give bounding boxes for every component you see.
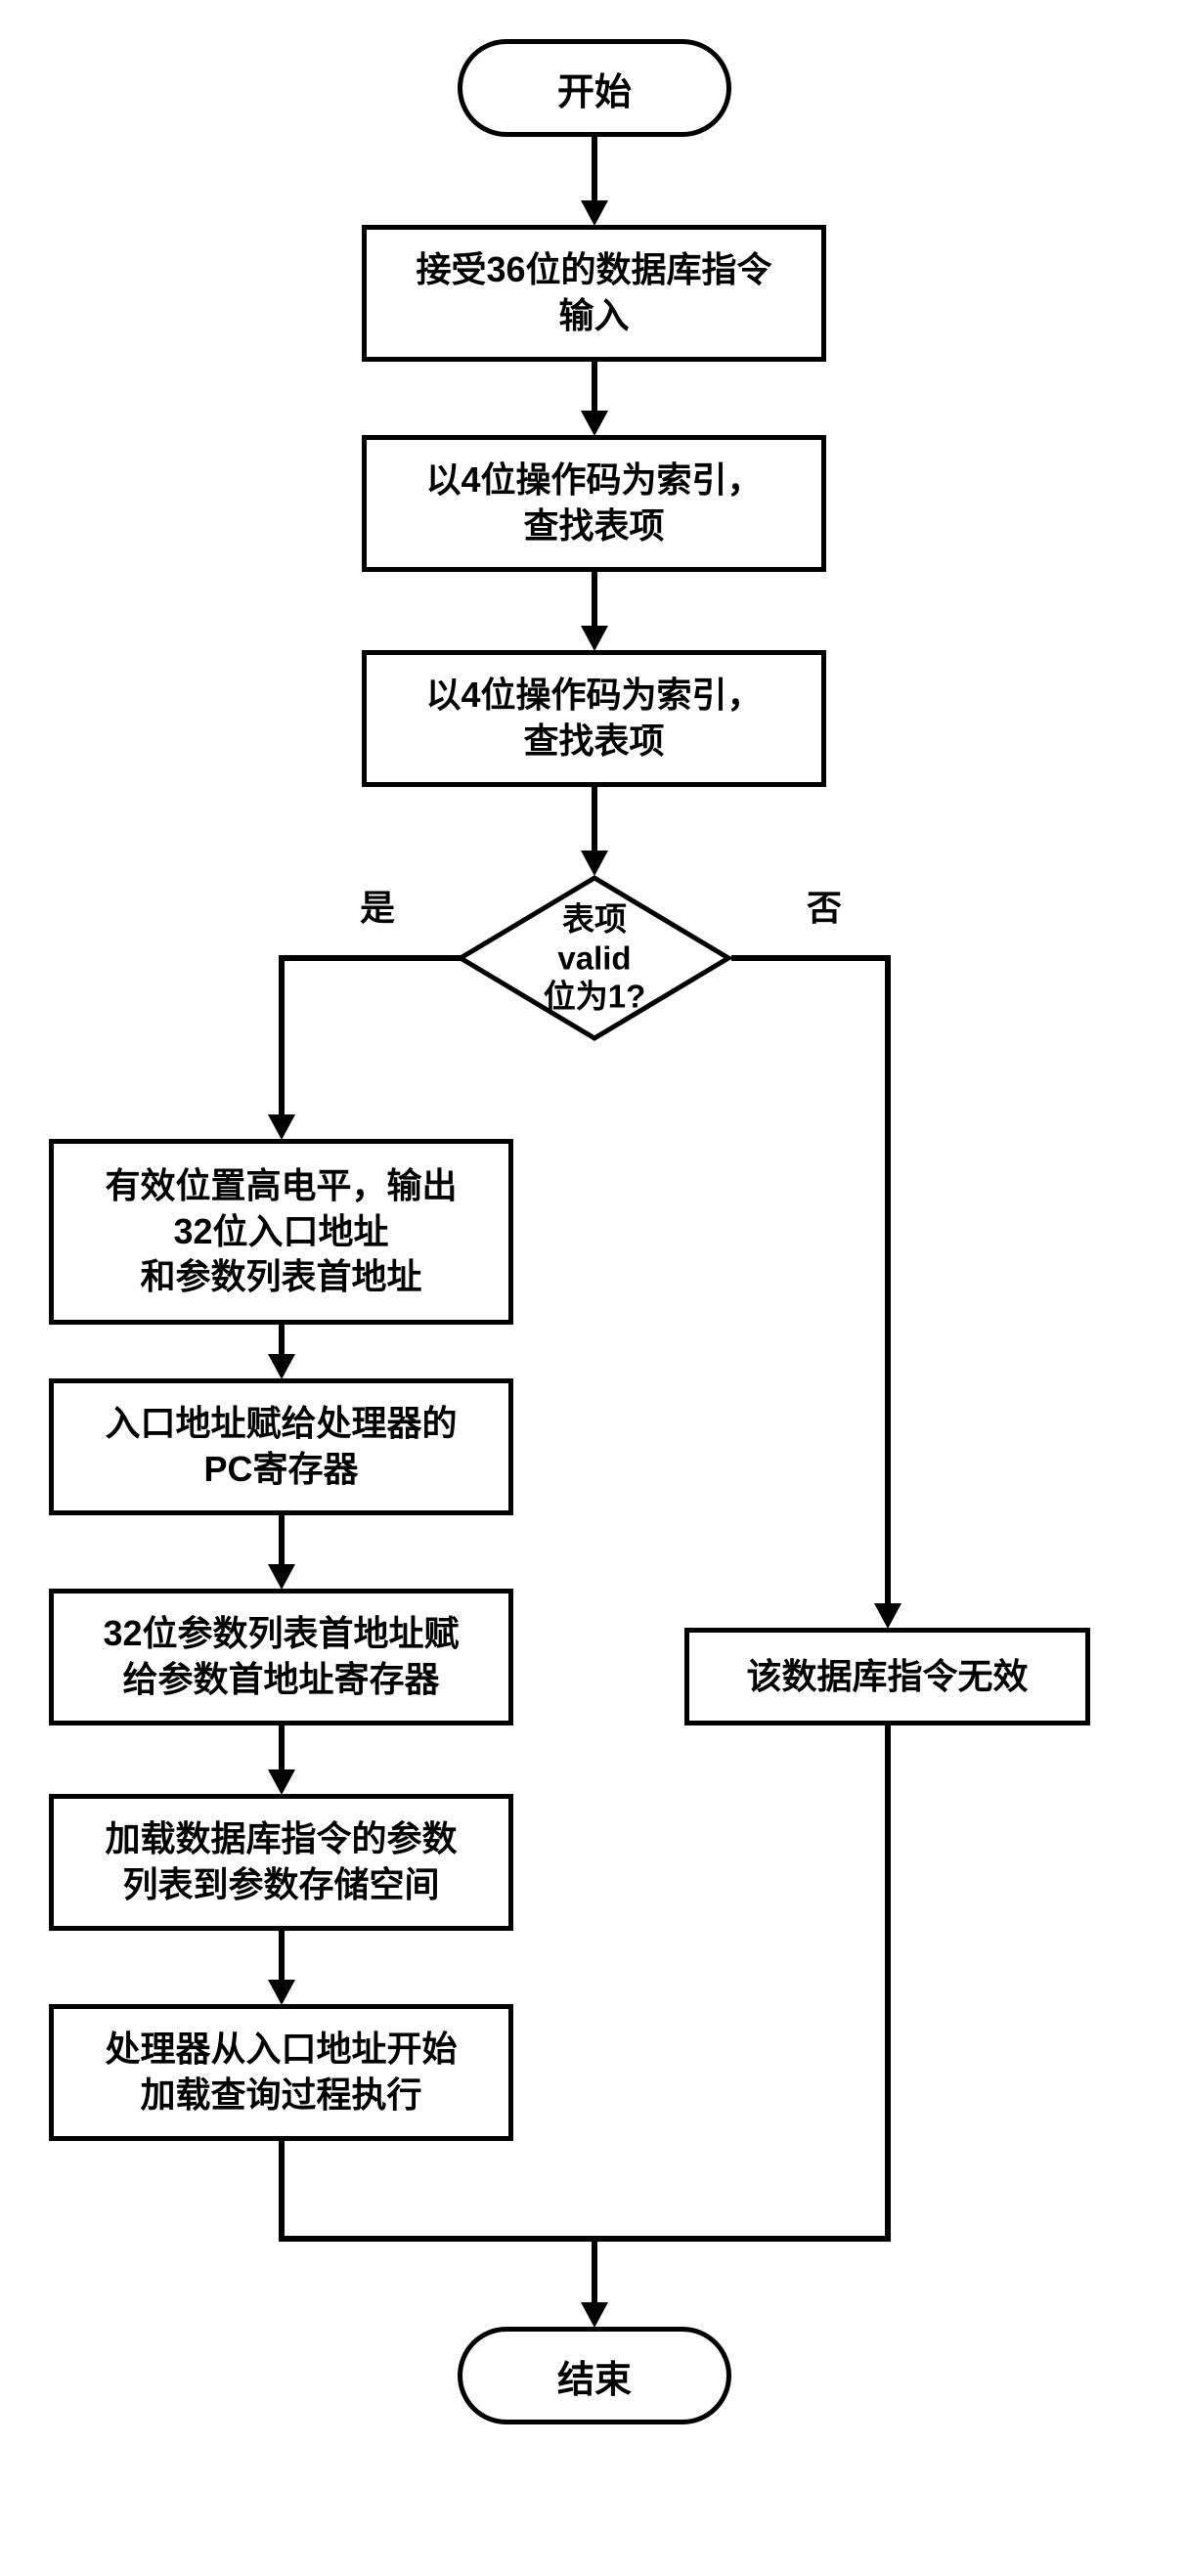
- edge-invalid-left: [592, 2236, 891, 2242]
- arrowhead-end: [581, 2302, 608, 2328]
- end-label: 结束: [557, 2349, 632, 2403]
- step2-node: 以4位操作码为索引， 查找表项: [362, 435, 826, 572]
- no-label: 否: [807, 880, 842, 931]
- step-invalid-label: 该数据库指令无效: [746, 1654, 1028, 1700]
- edge-step8-right: [279, 2236, 597, 2242]
- step8-node: 处理器从入口地址开始 加载查询过程执行: [49, 2004, 513, 2141]
- step3-label: 以4位操作码为索引， 查找表项: [425, 673, 762, 764]
- step4-label: 有效位置高电平，输出 32位入口地址 和参数列表首地址: [105, 1163, 457, 1300]
- edge-step2-step3: [592, 572, 597, 631]
- edge-step3-decision: [592, 787, 597, 855]
- step4-node: 有效位置高电平，输出 32位入口地址 和参数列表首地址: [49, 1139, 513, 1325]
- arrowhead-4: [581, 851, 608, 876]
- arrowhead-7: [268, 1564, 295, 1590]
- arrowhead-6: [268, 1354, 295, 1379]
- edge-start-step1: [592, 137, 597, 205]
- step5-node: 入口地址赋给处理器的 PC寄存器: [49, 1378, 513, 1515]
- step6-node: 32位参数列表首地址赋 给参数首地址寄存器: [49, 1589, 513, 1725]
- arrowhead-3: [581, 626, 608, 651]
- edge-decision-right-v: [885, 955, 891, 1610]
- step6-label: 32位参数列表首地址赋 给参数首地址寄存器: [103, 1611, 459, 1703]
- edge-decision-left-h: [279, 955, 461, 961]
- start-label: 开始: [557, 62, 632, 115]
- step5-label: 入口地址赋给处理器的 PC寄存器: [105, 1401, 457, 1493]
- step3-node: 以4位操作码为索引， 查找表项: [362, 650, 826, 787]
- decision-label: 表项valid 位为1?: [526, 900, 663, 1017]
- flowchart-container: 开始 接受36位的数据库指令 输入 以4位操作码为索引， 查找表项 以4位操作码…: [0, 0, 1187, 2576]
- step-invalid-node: 该数据库指令无效: [684, 1628, 1090, 1725]
- edge-step5-step6: [279, 1515, 285, 1569]
- arrowhead-1: [581, 200, 608, 226]
- edge-step7-step8: [279, 1931, 285, 1985]
- edge-merge-end: [592, 2236, 597, 2309]
- edge-step8-down: [279, 2141, 285, 2239]
- step2-label: 以4位操作码为索引， 查找表项: [425, 458, 762, 549]
- arrowhead-inv: [874, 1603, 901, 1629]
- arrowhead-2: [581, 411, 608, 436]
- step7-node: 加载数据库指令的参数 列表到参数存储空间: [49, 1794, 513, 1931]
- yes-label: 是: [360, 880, 395, 931]
- end-node: 结束: [458, 2327, 731, 2424]
- decision-node: 表项valid 位为1?: [458, 875, 731, 1041]
- step1-label: 接受36位的数据库指令 输入: [416, 247, 771, 339]
- edge-decision-left-v: [279, 955, 285, 1121]
- edge-step6-step7: [279, 1725, 285, 1774]
- step1-node: 接受36位的数据库指令 输入: [362, 225, 826, 362]
- arrowhead-5: [268, 1114, 295, 1140]
- edge-step1-step2: [592, 362, 597, 415]
- arrowhead-9: [268, 1980, 295, 2005]
- start-node: 开始: [458, 39, 731, 137]
- arrowhead-8: [268, 1769, 295, 1795]
- step7-label: 加载数据库指令的参数 列表到参数存储空间: [105, 1816, 457, 1908]
- edge-invalid-down: [885, 1725, 891, 2239]
- edge-decision-right-h: [731, 955, 888, 961]
- step8-label: 处理器从入口地址开始 加载查询过程执行: [105, 2027, 457, 2118]
